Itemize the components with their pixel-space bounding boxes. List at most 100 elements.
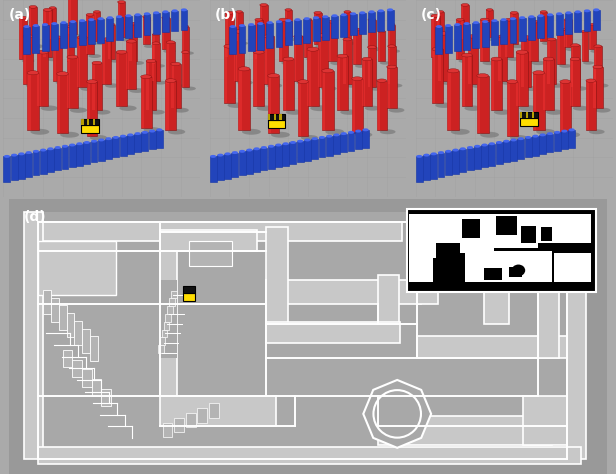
Bar xyxy=(68,0,71,35)
Bar xyxy=(463,24,470,50)
Ellipse shape xyxy=(168,129,185,135)
Bar xyxy=(153,35,160,64)
Ellipse shape xyxy=(285,19,291,22)
Ellipse shape xyxy=(518,137,524,140)
Ellipse shape xyxy=(547,13,553,16)
Bar xyxy=(516,52,520,106)
Ellipse shape xyxy=(238,67,250,71)
Ellipse shape xyxy=(113,136,119,139)
Bar xyxy=(268,76,271,133)
Bar xyxy=(275,22,283,47)
Ellipse shape xyxy=(312,137,318,140)
Ellipse shape xyxy=(105,83,119,88)
Bar xyxy=(409,258,433,282)
Bar xyxy=(477,76,488,133)
Bar xyxy=(166,42,175,83)
Ellipse shape xyxy=(31,44,44,48)
Bar xyxy=(183,286,195,293)
Bar xyxy=(431,154,437,179)
Bar xyxy=(143,17,145,44)
Bar xyxy=(368,20,370,47)
Bar xyxy=(129,24,137,61)
Bar xyxy=(163,423,172,437)
Ellipse shape xyxy=(46,57,60,61)
Bar xyxy=(485,261,509,324)
Ellipse shape xyxy=(387,45,395,47)
Bar xyxy=(87,82,90,136)
Bar xyxy=(377,81,387,130)
Ellipse shape xyxy=(380,61,391,64)
Bar xyxy=(362,59,372,106)
Bar xyxy=(491,59,494,110)
Ellipse shape xyxy=(456,18,464,21)
Ellipse shape xyxy=(57,72,68,76)
Bar xyxy=(266,322,400,343)
Ellipse shape xyxy=(144,127,161,133)
Bar xyxy=(538,280,559,358)
Bar xyxy=(486,10,488,37)
Bar xyxy=(261,147,267,171)
Ellipse shape xyxy=(541,42,553,45)
Bar xyxy=(517,139,524,159)
Bar xyxy=(509,267,522,277)
Bar xyxy=(570,59,580,106)
Ellipse shape xyxy=(596,83,609,88)
Ellipse shape xyxy=(524,86,540,91)
Bar xyxy=(102,39,111,83)
Ellipse shape xyxy=(464,106,482,111)
Ellipse shape xyxy=(70,20,76,23)
Ellipse shape xyxy=(455,23,461,26)
Bar xyxy=(19,18,27,59)
Ellipse shape xyxy=(387,9,393,11)
Ellipse shape xyxy=(480,18,489,21)
Bar xyxy=(570,45,573,87)
Bar xyxy=(224,154,231,179)
Bar xyxy=(183,293,195,301)
Ellipse shape xyxy=(276,20,282,23)
Bar xyxy=(160,396,276,426)
Ellipse shape xyxy=(480,132,499,138)
Bar xyxy=(307,49,310,106)
Ellipse shape xyxy=(533,71,545,75)
Bar xyxy=(238,26,245,53)
Bar xyxy=(57,74,60,133)
Ellipse shape xyxy=(390,83,402,88)
Ellipse shape xyxy=(271,132,290,138)
Ellipse shape xyxy=(98,138,104,141)
Ellipse shape xyxy=(321,86,337,91)
Ellipse shape xyxy=(181,9,187,11)
Bar xyxy=(105,139,112,159)
Ellipse shape xyxy=(62,145,68,148)
Bar xyxy=(590,25,596,49)
Ellipse shape xyxy=(275,144,282,146)
Bar xyxy=(255,20,263,59)
Bar xyxy=(49,8,51,39)
Bar xyxy=(209,156,217,182)
Ellipse shape xyxy=(546,109,564,115)
Bar xyxy=(509,18,516,43)
Bar xyxy=(18,154,25,179)
Ellipse shape xyxy=(225,11,233,14)
Ellipse shape xyxy=(573,106,589,110)
Ellipse shape xyxy=(445,24,452,27)
Bar xyxy=(146,61,156,110)
Ellipse shape xyxy=(468,35,478,38)
Ellipse shape xyxy=(108,23,115,26)
Bar xyxy=(43,10,52,57)
Bar xyxy=(436,263,448,280)
Ellipse shape xyxy=(149,129,155,133)
Bar xyxy=(540,12,547,41)
Ellipse shape xyxy=(70,108,87,113)
Ellipse shape xyxy=(242,129,261,135)
Ellipse shape xyxy=(94,10,100,13)
Ellipse shape xyxy=(507,80,517,83)
Bar xyxy=(583,11,591,31)
Ellipse shape xyxy=(565,11,572,14)
Ellipse shape xyxy=(246,148,253,152)
Bar xyxy=(461,55,472,106)
Bar xyxy=(570,59,573,106)
Bar xyxy=(107,18,113,41)
Bar xyxy=(168,306,173,314)
Bar xyxy=(437,12,439,41)
Bar xyxy=(152,43,160,81)
